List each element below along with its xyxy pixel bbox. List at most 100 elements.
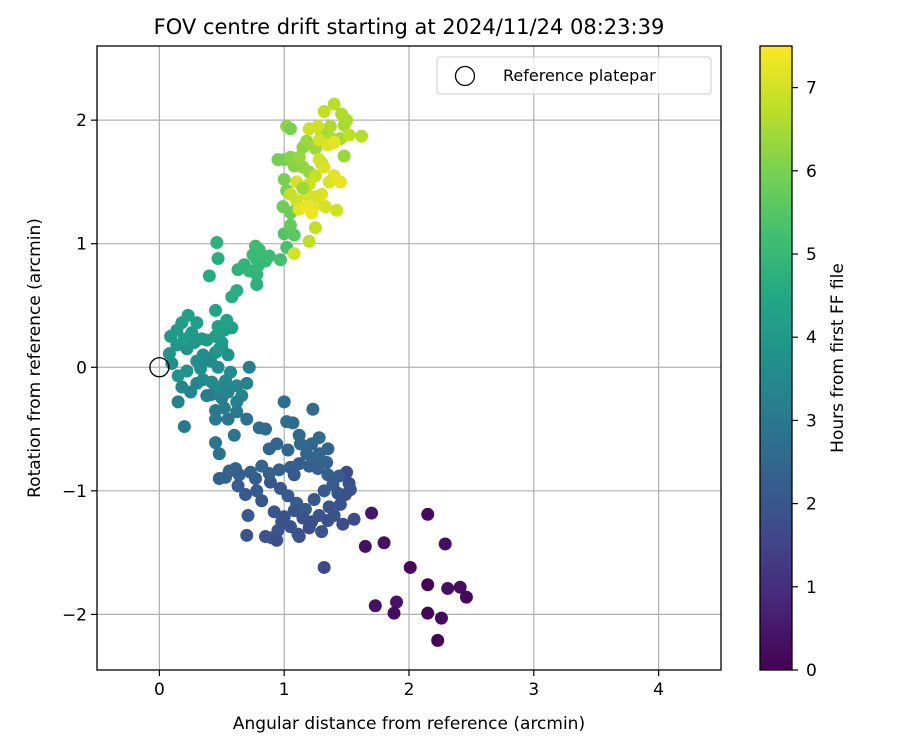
data-point — [317, 104, 331, 118]
data-point — [272, 463, 286, 477]
colorbar-tick-label: 2 — [806, 495, 817, 515]
data-point — [459, 590, 473, 604]
data-point — [347, 512, 361, 526]
grid — [97, 46, 721, 670]
data-point — [387, 606, 401, 620]
data-point — [330, 203, 344, 217]
data-point — [342, 128, 356, 142]
data-point — [273, 253, 287, 267]
x-axis-label: Angular distance from reference (arcmin) — [233, 714, 585, 734]
data-point — [276, 200, 290, 214]
data-point — [212, 471, 226, 485]
data-point — [306, 402, 320, 416]
data-point — [248, 239, 262, 253]
data-point — [252, 421, 266, 435]
data-point — [211, 252, 225, 266]
data-point — [287, 228, 301, 242]
data-point — [390, 595, 404, 609]
data-point — [331, 486, 345, 500]
data-point — [227, 428, 241, 442]
data-point — [240, 376, 254, 390]
data-point — [293, 437, 307, 451]
y-tick-label: −1 — [62, 482, 87, 502]
legend-box — [436, 56, 712, 95]
data-point — [321, 468, 335, 482]
data-point — [335, 107, 349, 121]
data-point — [277, 395, 291, 409]
data-point — [305, 206, 319, 220]
x-axis-ticks: 0 1 2 3 4 — [154, 670, 664, 700]
data-point — [421, 578, 435, 592]
colorbar-tick-label: 6 — [806, 162, 817, 182]
data-point — [358, 539, 372, 553]
data-point — [231, 479, 245, 493]
data-point — [337, 149, 351, 163]
data-point — [267, 505, 281, 519]
data-point — [200, 389, 214, 403]
data-point — [287, 504, 301, 518]
data-point — [221, 385, 235, 399]
data-point — [300, 134, 314, 148]
colorbar-tick-label: 3 — [806, 411, 817, 431]
data-point — [377, 536, 391, 550]
data-point — [365, 506, 379, 520]
y-axis-ticks: −2 −1 0 1 2 — [62, 111, 97, 625]
data-point — [287, 468, 301, 482]
colorbar: 0 1 2 3 4 5 6 7 Hours from first FF file — [759, 45, 848, 681]
data-point — [225, 321, 239, 335]
data-point — [224, 365, 238, 379]
reference-point-icon — [149, 357, 170, 378]
x-tick-label: 1 — [279, 680, 290, 700]
legend-marker-icon — [454, 65, 476, 87]
data-point — [209, 436, 223, 450]
data-point — [255, 494, 269, 508]
data-point — [291, 527, 305, 541]
data-point — [212, 447, 226, 461]
data-point — [240, 528, 254, 542]
data-point — [258, 530, 272, 544]
data-point — [441, 581, 455, 595]
data-point — [240, 412, 254, 426]
data-point — [250, 484, 264, 498]
data-point — [343, 483, 357, 497]
data-point — [333, 497, 347, 511]
data-point — [307, 492, 321, 506]
data-point — [453, 580, 467, 594]
data-point — [262, 442, 276, 456]
data-point — [312, 431, 326, 445]
colorbar-tick-label: 0 — [806, 661, 817, 681]
data-point — [250, 277, 264, 291]
legend-label: Reference platepar — [503, 66, 656, 85]
data-point — [255, 459, 269, 473]
data-point — [312, 153, 326, 167]
data-point — [241, 509, 255, 523]
y-tick-label: 0 — [76, 358, 87, 378]
data-point — [287, 247, 301, 261]
data-point — [177, 420, 191, 434]
data-point — [292, 150, 306, 164]
y-tick-label: 1 — [76, 235, 87, 255]
data-point — [230, 395, 244, 409]
data-point — [244, 465, 258, 479]
data-points — [162, 97, 473, 647]
y-tick-label: 2 — [76, 111, 87, 131]
data-point — [320, 455, 334, 469]
data-point — [181, 308, 195, 322]
data-point — [283, 218, 297, 232]
y-axis-label: Rotation from reference (arcmin) — [25, 218, 45, 498]
data-point — [336, 517, 350, 531]
data-point — [281, 443, 295, 457]
data-point — [283, 187, 297, 201]
data-point — [171, 369, 185, 383]
colorbar-label: Hours from first FF file — [828, 263, 848, 453]
colorbar-tick-label: 1 — [806, 578, 817, 598]
data-point — [308, 221, 322, 235]
data-point — [277, 172, 291, 186]
data-point — [403, 560, 417, 574]
y-tick-label: −2 — [62, 605, 87, 625]
data-point — [315, 525, 329, 539]
data-point — [296, 181, 310, 195]
x-tick-label: 3 — [528, 680, 539, 700]
data-point — [277, 510, 291, 524]
data-point — [171, 395, 185, 409]
